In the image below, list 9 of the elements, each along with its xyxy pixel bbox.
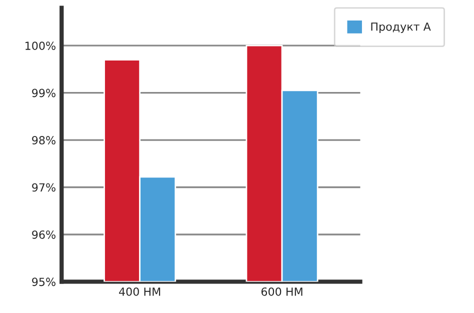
y-tick-label: 98% [32, 136, 56, 144]
y-tick-label: 96% [32, 230, 56, 239]
x-tick-label: 600 НМ [261, 287, 302, 296]
y-tick-label: 100% [26, 42, 56, 50]
y-tick-label: 95% [32, 278, 56, 286]
y-tick-label: 99% [32, 88, 56, 98]
legend-label: Продукт A [371, 22, 431, 33]
y-tick-label: 97% [32, 183, 56, 192]
x-tick-label: 400 НМ [119, 287, 160, 296]
